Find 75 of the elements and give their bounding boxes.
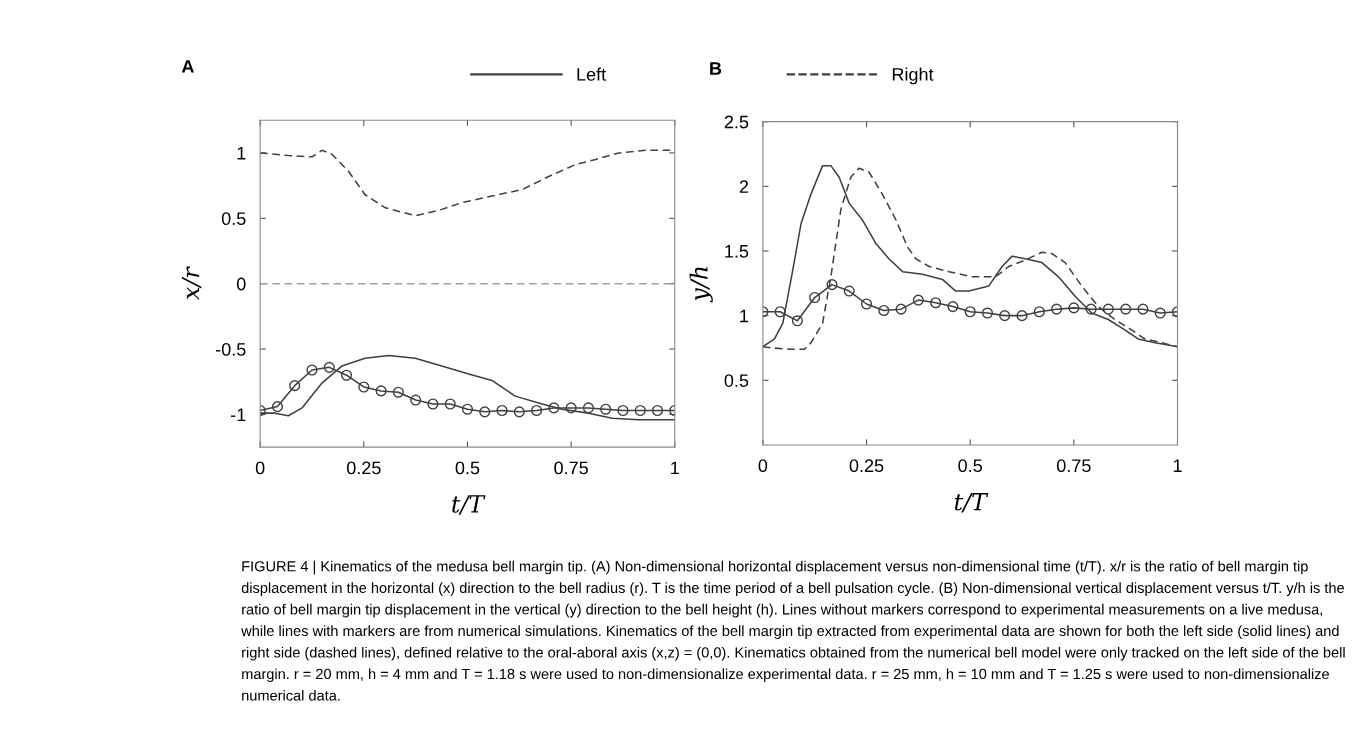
point <box>358 381 370 393</box>
y-tick-label: 1.5 <box>725 245 749 258</box>
point <box>427 398 439 410</box>
y-tick-label: 2.5 <box>724 115 749 129</box>
point <box>981 307 994 319</box>
point <box>826 279 838 291</box>
legend-label: Left <box>577 67 606 81</box>
legend-label: Right <box>892 67 934 85</box>
y-tick-label: 0.5 <box>221 212 246 226</box>
point <box>791 315 803 327</box>
x-tick-label: 0.5 <box>455 461 480 475</box>
point <box>843 285 855 297</box>
point <box>912 294 924 306</box>
y-tick-label: 0.5 <box>724 374 749 387</box>
point <box>444 398 456 410</box>
x-tick-label: 0.25 <box>346 461 381 475</box>
x-tick-label: 1 <box>671 461 679 475</box>
x-tick-label: 0.5 <box>958 459 982 473</box>
x-tick-label: 0 <box>255 461 265 475</box>
point <box>513 406 525 418</box>
point <box>895 303 907 315</box>
point <box>271 401 284 413</box>
chart-title: B <box>710 62 722 75</box>
point <box>582 402 594 414</box>
y-tick-label: -0.5 <box>215 342 246 356</box>
y-tick-label: 1 <box>237 147 246 160</box>
x-tick-label: 1 <box>1173 459 1182 472</box>
chart-title: A <box>181 60 194 73</box>
point <box>809 291 821 304</box>
point <box>930 297 942 309</box>
y-tick-label: 1 <box>740 309 749 323</box>
point <box>947 301 959 313</box>
point <box>774 306 786 318</box>
x-tick-label: 0.75 <box>554 461 588 475</box>
point <box>1137 303 1149 315</box>
point <box>461 403 474 415</box>
point <box>375 385 387 397</box>
point <box>1154 307 1166 319</box>
point <box>1033 306 1045 318</box>
point <box>479 406 491 418</box>
point <box>340 369 353 381</box>
point <box>289 380 301 392</box>
point <box>878 304 890 317</box>
caption: FIGURE 4 | Kinematics of the medusa bell margin tip. (A) Non-dimensional horizontal displacement versus non-dimensional time (t/T). x/r is the ratio of bell margin tip displacement in the horizontal (x) direction to the bell radius (r). T is the time period of a bell pulsation cycle. (B) Non-dimensional vertical displacement versus t/T. y/h is the ratio of bell margin tip displacement in the vertical (y) direction to the bell height (h). Lines without markers correspond to experimental measurements on a live medusa, while lines with markers are from numerical simulations. Kinematics of the bell margin tip extracted from experimental data are shown for both the left side (solid lines) and right side (dashed lines), defined relative to the oral-aboral axis (x,z) = (0,0). Kinematics obtained from the numerical bell model were only tracked on the left side of the bell margin. r = 20 mm, h = 4 mm and T = 1.18 s were used to non-dimensionalize experimental data. r = 25 mm, h = 10 mm and T = 1.25 s were used to non-dimensionalize numerical data. <box>241 560 1345 701</box>
point <box>392 386 404 398</box>
point <box>1068 302 1080 314</box>
point <box>1016 310 1028 322</box>
point <box>617 404 629 417</box>
point <box>410 394 422 406</box>
x-axis-title: t/T <box>452 495 486 515</box>
y-tick-label: 0 <box>236 277 246 291</box>
point <box>496 404 508 417</box>
y-tick-label: -1 <box>231 408 246 421</box>
point <box>565 402 577 414</box>
point <box>600 403 612 415</box>
point <box>531 404 543 417</box>
point <box>306 364 318 376</box>
point <box>1102 303 1114 315</box>
point <box>634 404 646 417</box>
point <box>1050 303 1063 315</box>
point <box>1085 303 1097 315</box>
point <box>548 402 560 414</box>
point <box>860 298 873 310</box>
y-axis-title: x/r <box>181 266 202 300</box>
point <box>651 404 664 417</box>
point <box>964 306 976 318</box>
x-tick-label: 0.75 <box>1056 459 1091 473</box>
x-tick-label: 0 <box>758 459 768 473</box>
y-tick-label: 2 <box>739 180 749 193</box>
point <box>1120 303 1132 315</box>
y-axis-title: y/h <box>689 267 713 303</box>
x-tick-label: 0.25 <box>849 459 884 473</box>
x-axis-title: t/T <box>954 493 989 513</box>
point <box>323 361 335 373</box>
point <box>999 310 1011 322</box>
